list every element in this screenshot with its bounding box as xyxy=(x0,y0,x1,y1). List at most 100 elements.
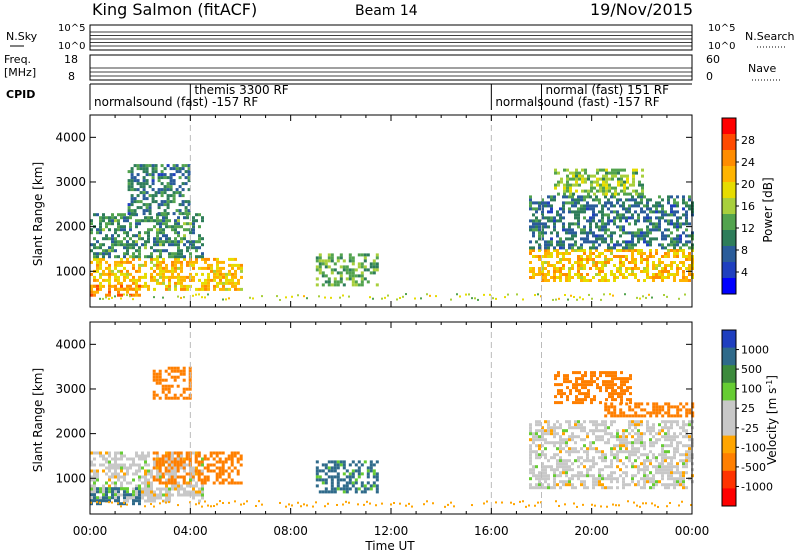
data-cell xyxy=(315,265,319,269)
data-cell xyxy=(108,275,111,279)
data-cell xyxy=(541,429,544,433)
data-cell xyxy=(572,386,575,390)
data-cell xyxy=(544,420,547,424)
data-cell xyxy=(145,182,149,186)
data-cell xyxy=(162,222,165,226)
data-cell xyxy=(324,265,328,269)
data-cell xyxy=(583,429,586,433)
data-cell xyxy=(179,460,183,464)
data-cell xyxy=(619,402,623,406)
data-cell xyxy=(375,478,379,482)
data-cell xyxy=(652,426,655,430)
data-cell xyxy=(619,216,622,220)
data-cell xyxy=(592,480,595,484)
data-cell xyxy=(182,460,186,464)
data-cell xyxy=(161,387,165,391)
data-cell xyxy=(553,219,556,223)
data-cell xyxy=(541,198,544,202)
data-cell xyxy=(156,266,159,270)
data-cell xyxy=(682,420,685,424)
data-cell xyxy=(670,264,673,267)
data-cell xyxy=(303,295,305,298)
data-cell xyxy=(574,216,577,220)
data-cell xyxy=(330,283,334,287)
data-cell xyxy=(562,228,565,232)
data-cell xyxy=(180,296,182,299)
data-cell xyxy=(165,216,168,220)
data-cell xyxy=(593,174,596,178)
data-cell xyxy=(623,192,626,196)
data-cell xyxy=(685,429,688,433)
data-cell xyxy=(599,401,602,405)
data-cell xyxy=(556,240,559,244)
data-cell xyxy=(625,255,628,258)
data-cell xyxy=(99,225,102,229)
data-cell xyxy=(156,219,159,223)
data-cell xyxy=(180,255,183,259)
data-cell xyxy=(628,450,631,454)
data-cell xyxy=(154,200,158,204)
data-cell xyxy=(580,456,583,460)
data-cell xyxy=(569,186,572,190)
data-cell xyxy=(637,234,640,238)
data-cell xyxy=(623,383,626,387)
data-cell xyxy=(180,275,183,279)
data-cell xyxy=(231,257,234,261)
data-cell xyxy=(685,453,688,457)
data-cell xyxy=(598,477,601,481)
data-cell xyxy=(632,183,635,187)
data-cell xyxy=(568,195,571,199)
data-cell xyxy=(643,471,646,475)
data-cell xyxy=(171,225,174,229)
data-cell xyxy=(117,472,120,476)
data-cell xyxy=(649,249,652,252)
data-cell xyxy=(529,195,532,199)
data-cell xyxy=(562,225,565,229)
data-cell xyxy=(547,225,550,229)
data-cell xyxy=(625,243,628,247)
data-cell xyxy=(598,237,601,241)
data-cell xyxy=(513,503,515,506)
data-cell xyxy=(366,268,370,272)
data-cell xyxy=(649,477,652,481)
data-cell xyxy=(622,486,625,490)
data-cell xyxy=(108,478,111,482)
data-cell xyxy=(180,466,183,470)
velocity-colorbar-label: Velocity [m s-1] xyxy=(765,375,779,465)
data-cell xyxy=(171,472,174,476)
data-cell xyxy=(178,203,182,207)
data-cell xyxy=(586,447,589,451)
data-cell xyxy=(625,207,628,211)
data-cell xyxy=(111,269,114,273)
data-cell xyxy=(180,263,183,267)
data-cell xyxy=(126,249,129,253)
data-cell xyxy=(592,252,595,255)
data-cell xyxy=(679,234,682,238)
data-cell xyxy=(99,222,102,226)
data-cell xyxy=(182,366,186,370)
data-cell xyxy=(495,297,497,300)
data-cell xyxy=(168,460,171,464)
data-cell xyxy=(553,276,556,279)
data-cell xyxy=(640,249,643,252)
data-cell xyxy=(102,469,105,473)
data-cell xyxy=(153,296,155,299)
data-cell xyxy=(198,287,201,291)
data-cell xyxy=(562,438,565,442)
data-cell xyxy=(130,185,134,189)
data-cell xyxy=(617,395,620,399)
data-cell xyxy=(339,274,343,278)
data-cell xyxy=(550,204,553,208)
data-cell xyxy=(634,432,637,436)
data-cell xyxy=(583,216,586,220)
data-cell xyxy=(183,490,186,494)
data-cell xyxy=(372,262,376,266)
data-cell xyxy=(93,490,96,494)
data-cell xyxy=(402,295,404,298)
data-cell xyxy=(641,183,644,187)
data-cell xyxy=(93,499,96,503)
data-cell xyxy=(571,426,574,430)
data-cell xyxy=(560,383,563,387)
data-cell xyxy=(547,219,550,223)
colorbar-tick-label: 20 xyxy=(741,178,755,191)
